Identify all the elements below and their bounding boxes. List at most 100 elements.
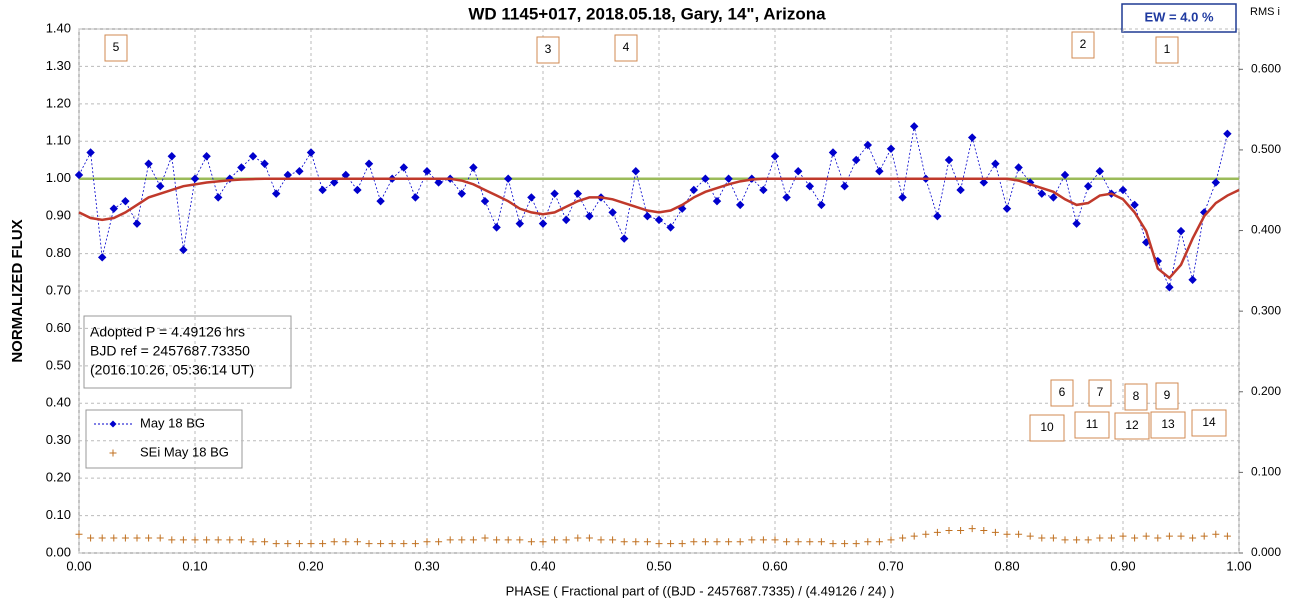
error-point <box>446 536 454 544</box>
data-point <box>457 189 467 198</box>
error-point <box>817 538 825 546</box>
annotation-label: 7 <box>1097 385 1104 399</box>
error-point <box>1119 532 1127 540</box>
error-point <box>377 540 385 548</box>
error-point <box>226 536 234 544</box>
data-point <box>399 163 409 172</box>
y-tick-label: 0.40 <box>46 395 71 410</box>
error-point <box>156 534 164 542</box>
data-point <box>724 174 733 183</box>
error-point <box>887 536 895 544</box>
error-point <box>690 538 698 546</box>
error-point <box>1107 534 1115 542</box>
error-point <box>806 538 814 546</box>
y-tick-label: 1.30 <box>46 58 71 73</box>
error-point <box>609 536 617 544</box>
error-point <box>759 536 767 544</box>
annotation-box <box>1029 414 1065 442</box>
error-point <box>145 534 153 542</box>
error-point <box>922 530 930 538</box>
x-tick-label: 0.40 <box>530 558 555 573</box>
error-point <box>1026 532 1034 540</box>
error-point <box>411 540 419 548</box>
x-tick-label: 0.10 <box>182 558 207 573</box>
error-point <box>713 538 721 546</box>
data-point <box>573 189 583 198</box>
error-point <box>1142 532 1150 540</box>
y2-tick-label: 0.300 <box>1251 303 1281 317</box>
data-point <box>933 211 942 221</box>
error-point <box>852 540 860 548</box>
annotation-box <box>1155 36 1179 64</box>
error-point <box>214 536 222 544</box>
error-point <box>203 536 211 544</box>
error-point <box>632 538 640 546</box>
error-point <box>295 540 303 548</box>
error-point <box>957 527 965 535</box>
error-point <box>1003 530 1011 538</box>
data-point <box>1130 200 1139 210</box>
error-point <box>237 536 245 544</box>
data-point <box>144 159 153 168</box>
data-point <box>271 189 281 198</box>
annotation-box <box>1071 31 1095 59</box>
data-point <box>863 140 873 150</box>
error-point <box>504 536 512 544</box>
error-point <box>574 534 582 542</box>
data-point <box>1165 283 1174 292</box>
error-point <box>783 538 791 546</box>
data-point <box>654 215 664 225</box>
error-point <box>945 527 953 535</box>
annotation-box <box>1050 379 1074 407</box>
data-point <box>782 193 791 202</box>
data-point <box>306 148 316 157</box>
data-point <box>1049 193 1058 202</box>
data-point <box>86 148 95 157</box>
data-point <box>329 178 339 187</box>
error-point <box>899 534 907 542</box>
annotation-label: 3 <box>545 42 552 56</box>
data-point <box>666 223 675 232</box>
error-point <box>284 540 292 548</box>
y-tick-label: 0.30 <box>46 432 71 447</box>
x-tick-label: 0.30 <box>414 558 439 573</box>
error-point <box>1177 532 1185 540</box>
data-point <box>434 178 443 187</box>
error-point <box>1084 536 1092 544</box>
data-point <box>318 185 327 195</box>
error-point <box>1038 534 1046 542</box>
data-point <box>538 219 548 228</box>
x-tick-label: 0.60 <box>762 558 787 573</box>
error-point <box>748 536 756 544</box>
data-point <box>608 208 617 217</box>
data-point <box>677 204 687 213</box>
y2-tick-label: 0.500 <box>1251 142 1281 156</box>
error-point <box>516 536 524 544</box>
data-point <box>527 193 536 202</box>
error-point <box>261 538 269 546</box>
annotation-label: 11 <box>1086 417 1099 431</box>
data-point <box>1037 189 1047 198</box>
info-line: Adopted P = 4.49126 hrs <box>90 324 245 340</box>
error-point <box>1096 534 1104 542</box>
data-point <box>353 185 362 195</box>
data-point <box>805 181 815 191</box>
legend-label: May 18 BG <box>140 415 205 430</box>
annotation-label: 13 <box>1161 417 1175 431</box>
y2-tick-label: 0.000 <box>1251 545 1281 559</box>
error-point <box>597 536 605 544</box>
error-point <box>87 534 95 542</box>
data-point <box>376 196 385 206</box>
error-point <box>539 538 547 546</box>
data-point <box>1211 178 1221 187</box>
x-tick-label: 0.90 <box>1110 558 1135 573</box>
y-tick-label: 1.20 <box>46 95 71 110</box>
error-point <box>191 536 199 544</box>
legend-swatch <box>109 449 117 457</box>
data-point <box>979 178 989 187</box>
data-point <box>967 133 977 142</box>
error-point <box>968 525 976 533</box>
data-point <box>701 174 710 183</box>
error-point <box>771 536 779 544</box>
